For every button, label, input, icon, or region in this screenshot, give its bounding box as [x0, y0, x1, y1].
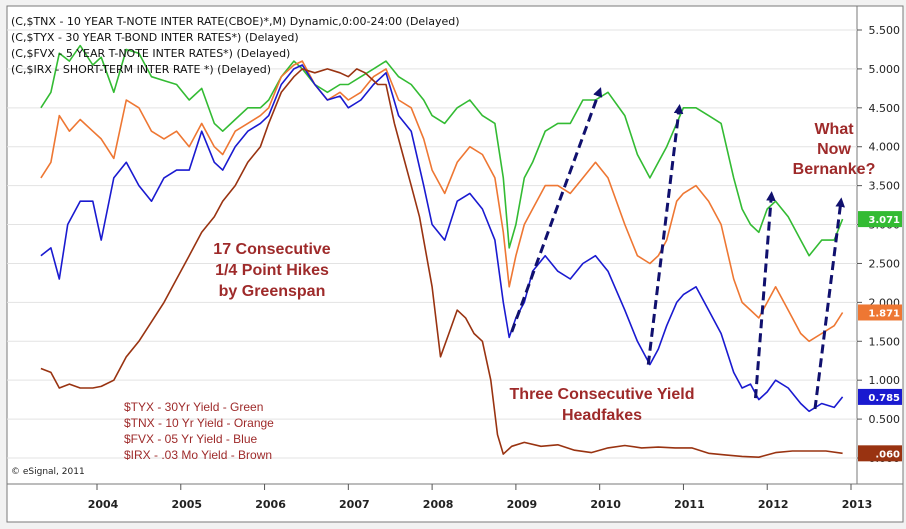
badge-label-tyx: 3.071 [868, 215, 900, 226]
annotation-hikes-line2: 1/4 Point Hikes [215, 262, 329, 279]
x-tick-label: 2005 [171, 498, 202, 511]
annotation-hikes-line1: 17 Consecutive [213, 241, 330, 258]
badge-label-tnx: 1.871 [868, 308, 900, 319]
legend-item-tnx: $TNX - 10 Yr Yield - Orange [124, 416, 274, 430]
y-tick-label: 4.500 [869, 102, 901, 115]
badge-box-fvx [858, 388, 902, 405]
x-tick-label: 2010 [590, 498, 621, 511]
badge-label-fvx: 0.785 [868, 393, 900, 404]
y-tick-label: 0.500 [869, 413, 901, 426]
header-line-tyx: (C,$TYX - 30 YEAR T-BOND INTER RATES*) (… [11, 31, 299, 44]
x-tick-label: 2013 [842, 498, 873, 511]
series-line-fvx [40, 64, 844, 413]
x-tick-label: 2006 [255, 498, 286, 511]
badge-box-tnx [858, 304, 902, 321]
x-tick-label: 2009 [507, 498, 538, 511]
y-tick-label: 3.500 [869, 180, 901, 193]
last-value-badges: 3.071 1.871 0.785 .060 [858, 211, 902, 462]
y-tick-label: 1.000 [869, 374, 901, 387]
annotation-hikes-line3: by Greenspan [219, 283, 326, 300]
badge-irx: .060 [858, 445, 902, 462]
header-line-irx: (C,$IRX - SHORT-TERM INTER RATE *) (Dela… [11, 63, 271, 76]
trend-arrows [510, 87, 845, 410]
x-axis-ticks: 2004 2005 2006 2007 2008 2009 2010 2011 2012 2013 [88, 484, 873, 511]
annotation-bernanke-line2: Now [817, 141, 851, 158]
series-layer [40, 44, 844, 458]
x-tick-label: 2008 [423, 498, 454, 511]
header-line-fvx: (C,$FVX - 5 YEAR T-NOTE INTER RATES*) (D… [11, 47, 290, 60]
chart-header: (C,$TNX - 10 YEAR T-NOTE INTER RATE(CBOE… [11, 15, 460, 76]
annotation-bernanke: What Now Bernanke? [793, 121, 876, 178]
legend-item-irx: $IRX - .03 Mo Yield - Brown [124, 448, 272, 462]
badge-box-tyx [858, 211, 902, 228]
annotation-bernanke-line3: Bernanke? [793, 161, 876, 178]
x-tick-label: 2011 [674, 498, 705, 511]
esignal-watermark: © eSignal, 2011 [11, 467, 85, 477]
badge-tyx: 3.071 [858, 211, 902, 228]
badge-box-irx [858, 445, 902, 462]
y-tick-label: 5.500 [869, 24, 901, 37]
time-scale-panel [6, 483, 904, 523]
annotation-headfakes-line2: Headfakes [562, 407, 642, 424]
legend: $TYX - 30Yr Yield - Green $TNX - 10 Yr Y… [124, 400, 274, 462]
legend-item-tyx: $TYX - 30Yr Yield - Green [124, 400, 263, 414]
annotation-headfakes-line1: Three Consecutive Yield [510, 386, 695, 403]
x-tick-label: 2007 [339, 498, 370, 511]
legend-item-fvx: $FVX - 05 Yr Yield - Blue [124, 432, 258, 446]
annotation-hikes: 17 Consecutive 1/4 Point Hikes by Greens… [213, 241, 330, 300]
badge-tnx: 1.871 [858, 304, 902, 321]
badge-label-irx: .060 [875, 449, 900, 460]
x-tick-label: 2012 [758, 498, 789, 511]
trend-arrow-1 [510, 87, 603, 333]
annotation-headfakes: Three Consecutive Yield Headfakes [510, 386, 695, 424]
trend-arrow-2 [646, 104, 684, 365]
series-line-tnx [40, 60, 844, 343]
x-tick-label: 2004 [88, 498, 119, 511]
grid [7, 29, 857, 459]
series-line-tyx [40, 44, 844, 257]
trend-arrow-3 [753, 191, 776, 399]
badge-fvx: 0.785 [858, 388, 902, 405]
y-tick-label: 4.000 [869, 141, 901, 154]
header-line-tnx: (C,$TNX - 10 YEAR T-NOTE INTER RATE(CBOE… [11, 15, 460, 28]
trend-arrow-4 [813, 197, 845, 410]
y-tick-label: 5.000 [869, 63, 901, 76]
plot-area [6, 5, 858, 485]
annotation-bernanke-line1: What [814, 121, 854, 138]
y-tick-label: 2.500 [869, 257, 901, 270]
series-line-irx [40, 68, 843, 458]
y-tick-label: 1.500 [869, 335, 901, 348]
